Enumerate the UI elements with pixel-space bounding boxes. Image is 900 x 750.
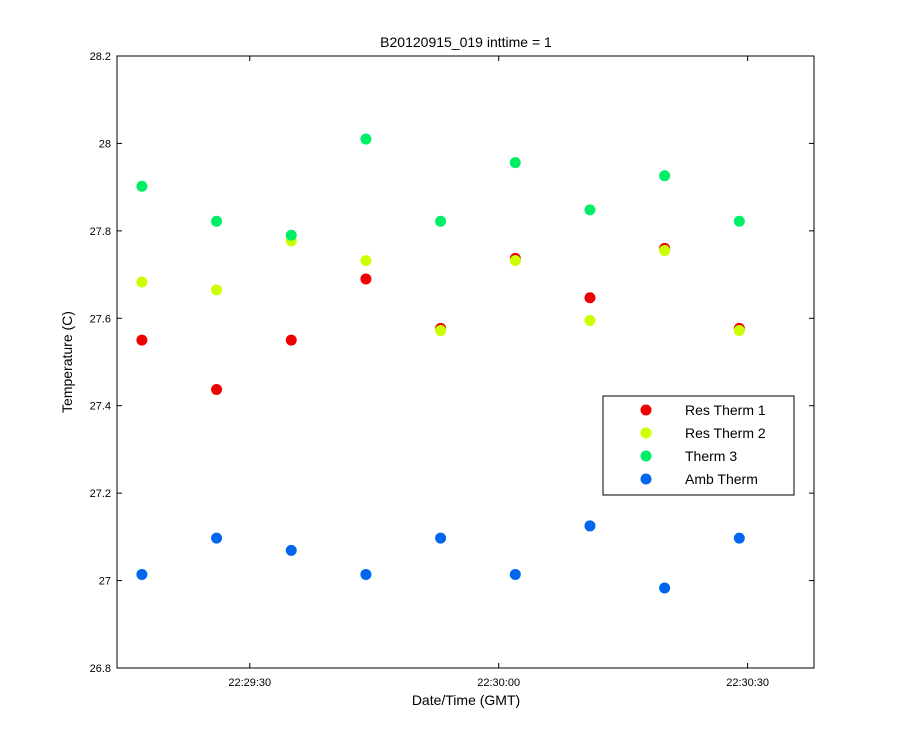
x-axis-title: Date/Time (GMT): [412, 692, 520, 708]
axes: 26.8 27 27.2 27.4 27.6 27.8 28 28.2 22:29:30 22:3…: [90, 51, 815, 689]
y-tick-label: 27.2: [90, 488, 111, 500]
point-amb-therm: [435, 532, 447, 544]
y-tick-label: 27.8: [90, 226, 111, 238]
legend-marker: [640, 404, 652, 416]
point-therm-3: [659, 170, 671, 182]
x-tick-label: 22:30:00: [477, 677, 520, 689]
point-amb-therm: [584, 520, 596, 532]
point-res-therm-1: [584, 292, 596, 304]
legend-marker: [640, 450, 652, 462]
point-res-therm-1: [136, 334, 148, 346]
y-tick-label: 27.4: [90, 401, 111, 413]
point-res-therm-2: [509, 255, 521, 267]
x-tick-label: 22:29:30: [228, 677, 271, 689]
legend-label: Amb Therm: [685, 471, 758, 487]
y-tick-label: 27: [99, 576, 111, 588]
point-amb-therm: [136, 568, 148, 580]
y-tick-label: 28.2: [90, 51, 111, 63]
point-res-therm-2: [360, 255, 372, 267]
point-therm-3: [136, 180, 148, 192]
y-tick-label: 27.6: [90, 313, 111, 325]
legend-label: Res Therm 1: [685, 402, 766, 418]
point-amb-therm: [285, 544, 297, 556]
point-therm-3: [435, 215, 447, 227]
chart-title: B20120915_019 inttime = 1: [380, 34, 552, 50]
point-amb-therm: [360, 568, 372, 580]
data-points: [136, 133, 745, 594]
point-therm-3: [285, 229, 297, 241]
legend-marker: [640, 473, 652, 485]
y-tick-label: 26.8: [90, 663, 111, 675]
point-res-therm-1: [360, 273, 372, 285]
point-res-therm-2: [211, 284, 223, 296]
point-res-therm-2: [136, 276, 148, 288]
legend-label: Therm 3: [685, 448, 737, 464]
point-res-therm-2: [659, 245, 671, 257]
point-res-therm-2: [733, 325, 745, 337]
point-therm-3: [509, 157, 521, 169]
point-therm-3: [584, 204, 596, 216]
point-therm-3: [733, 215, 745, 227]
point-res-therm-1: [211, 384, 223, 396]
x-tick-label: 22:30:30: [726, 677, 769, 689]
plot-frame: [116, 55, 815, 669]
legend-marker: [640, 427, 652, 439]
point-res-therm-2: [435, 325, 447, 337]
legend: Res Therm 1 Res Therm 2 Therm 3 Amb Therm: [602, 395, 795, 496]
point-res-therm-1: [285, 334, 297, 346]
y-tick-label: 28: [99, 138, 111, 150]
point-therm-3: [360, 133, 372, 145]
point-amb-therm: [733, 532, 745, 544]
legend-label: Res Therm 2: [685, 425, 766, 441]
point-amb-therm: [211, 532, 223, 544]
y-axis-title: Temperature (C): [59, 311, 75, 413]
legend-box: [602, 395, 795, 496]
point-amb-therm: [509, 568, 521, 580]
point-amb-therm: [659, 582, 671, 594]
point-therm-3: [211, 215, 223, 227]
point-res-therm-2: [584, 314, 596, 326]
